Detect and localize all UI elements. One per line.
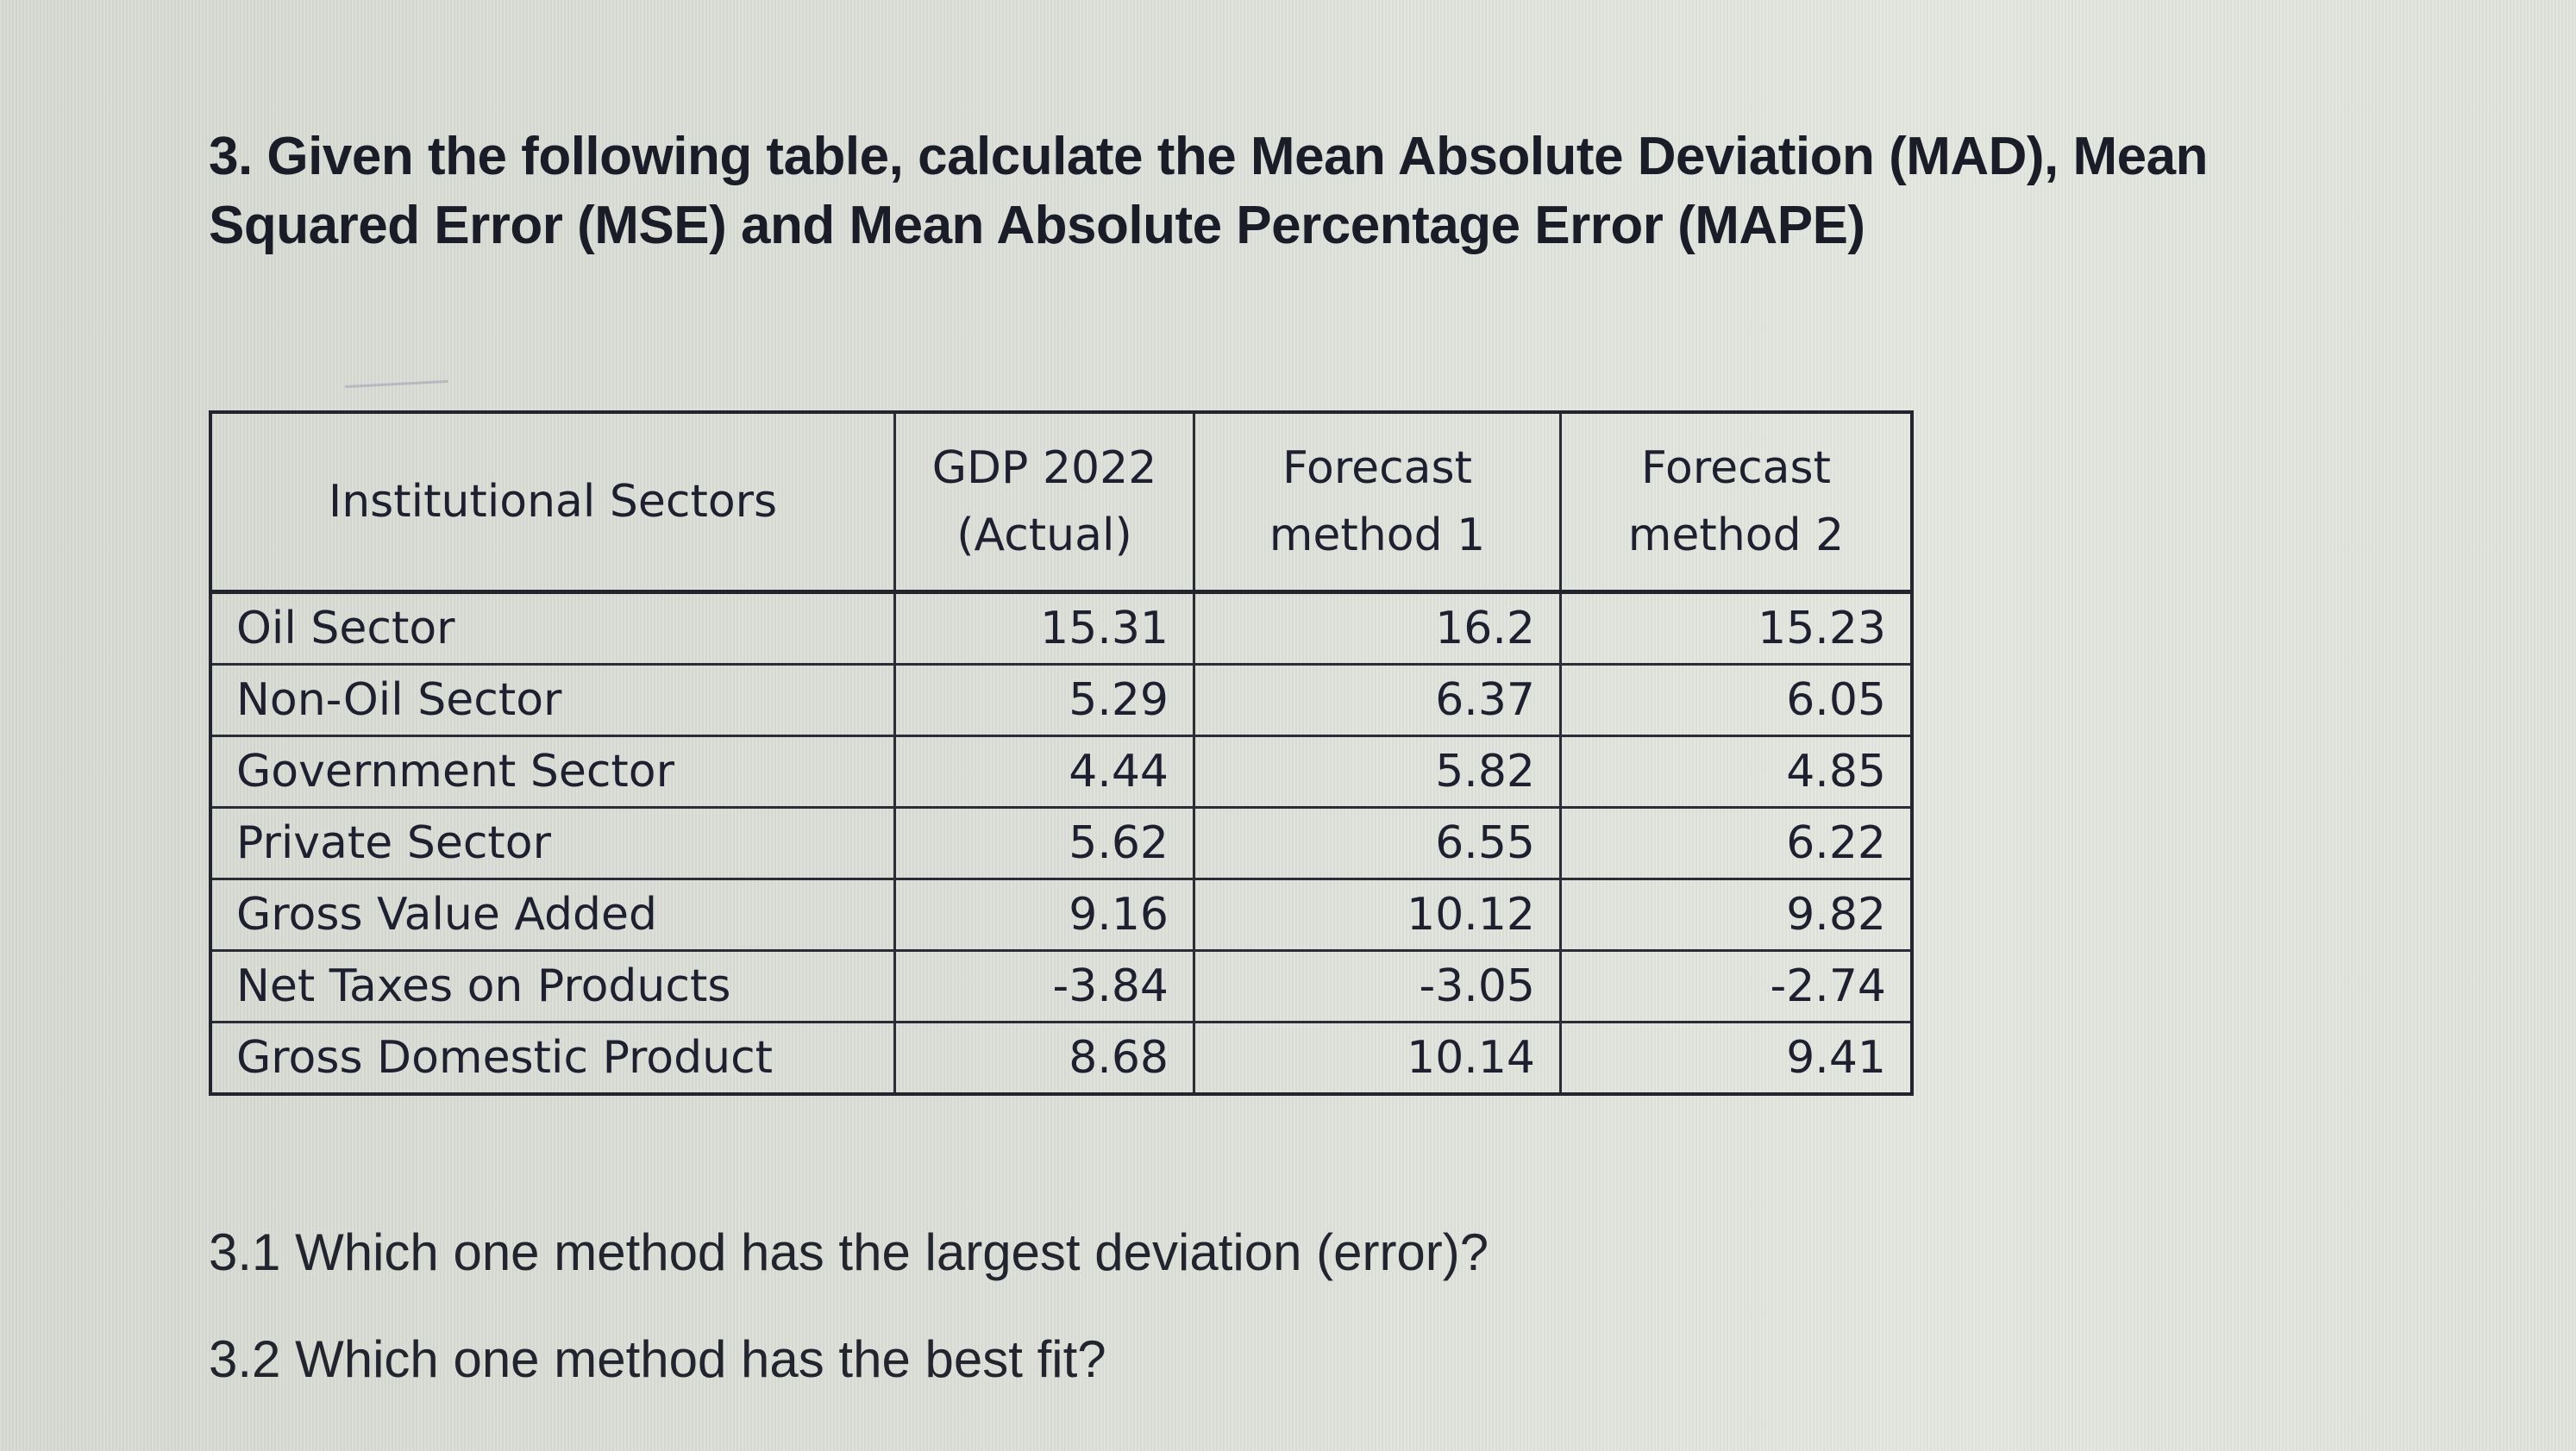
sector-cell: Net Taxes on Products [209,949,896,1023]
table-row: Private Sector 5.62 6.55 6.22 [209,806,1914,880]
method2-cell: 9.41 [1559,1021,1914,1096]
method2-cell: -2.74 [1559,949,1914,1023]
header-forecast-method-1: Forecast method 1 [1193,410,1562,593]
method1-cell: 10.12 [1193,878,1562,952]
method1-cell: 6.37 [1193,663,1562,737]
header-institutional-sectors: Institutional Sectors [209,410,896,593]
sector-cell: Oil Sector [209,591,896,666]
question-title-line-1: 3. Given the following table, calculate … [209,127,2208,186]
method1-cell: 16.2 [1193,591,1562,666]
table-row: Government Sector 4.44 5.82 4.85 [209,735,1914,809]
subquestion-3-1: 3.1 Which one method has the largest dev… [209,1223,1489,1281]
actual-cell: 15.31 [893,591,1195,666]
sector-cell: Gross Value Added [209,878,896,952]
method1-cell: 6.55 [1193,806,1562,880]
header-forecast-method-2: Forecast method 2 [1559,410,1914,593]
question-title: 3. Given the following table, calculate … [209,122,2365,260]
actual-cell: 9.16 [893,878,1195,952]
method1-cell: 5.82 [1193,735,1562,809]
actual-cell: -3.84 [893,949,1195,1023]
method2-cell: 6.22 [1559,806,1914,880]
actual-cell: 5.29 [893,663,1195,737]
method2-cell: 6.05 [1559,663,1914,737]
sector-cell: Government Sector [209,735,896,809]
table-header-row: Institutional Sectors GDP 2022 (Actual) … [209,410,1914,593]
table-row: Non-Oil Sector 5.29 6.37 6.05 [209,663,1914,737]
actual-cell: 8.68 [893,1021,1195,1096]
method2-cell: 15.23 [1559,591,1914,666]
actual-cell: 4.44 [893,735,1195,809]
table-row: Gross Value Added 9.16 10.12 9.82 [209,878,1914,952]
sector-cell: Private Sector [209,806,896,880]
subquestion-3-2: 3.2 Which one method has the best fit? [209,1330,1106,1388]
header-gdp-actual: GDP 2022 (Actual) [893,410,1195,593]
actual-cell: 5.62 [893,806,1195,880]
pen-mark [344,379,449,399]
sector-cell: Non-Oil Sector [209,663,896,737]
question-title-line-2: Squared Error (MSE) and Mean Absolute Pe… [209,196,1865,255]
method1-cell: 10.14 [1193,1021,1562,1096]
gdp-forecast-table: Institutional Sectors GDP 2022 (Actual) … [209,410,1914,1096]
method1-cell: -3.05 [1193,949,1562,1023]
sector-cell: Gross Domestic Product [209,1021,896,1096]
table-row: Gross Domestic Product 8.68 10.14 9.41 [209,1021,1914,1096]
method2-cell: 4.85 [1559,735,1914,809]
method2-cell: 9.82 [1559,878,1914,952]
table-row: Net Taxes on Products -3.84 -3.05 -2.74 [209,949,1914,1023]
table-row: Oil Sector 15.31 16.2 15.23 [209,591,1914,666]
